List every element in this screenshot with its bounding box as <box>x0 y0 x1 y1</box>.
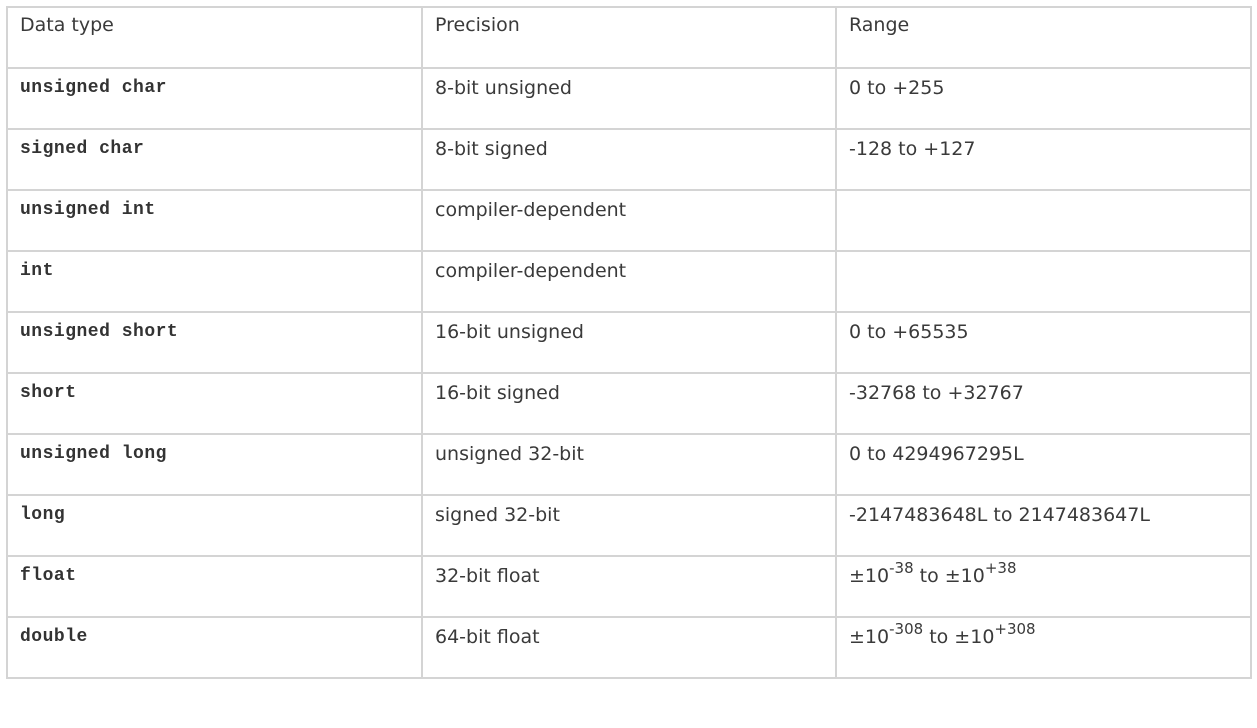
range-base: ±10 <box>849 626 890 648</box>
table-row: unsigned int compiler-dependent <box>6 189 1252 252</box>
cell-data-type: long <box>6 494 423 557</box>
cell-range <box>835 250 1252 313</box>
cell-precision: 16-bit signed <box>421 372 837 435</box>
cell-precision: 64-bit float <box>421 616 837 679</box>
range-separator: to ±10 <box>923 626 995 648</box>
cell-precision: 32-bit float <box>421 555 837 618</box>
table-row: long signed 32-bit -2147483648L to 21474… <box>6 494 1252 557</box>
table-row: unsigned char 8-bit unsigned 0 to +255 <box>6 67 1252 130</box>
cell-range: ±10-308 to ±10+308 <box>835 616 1252 679</box>
cell-data-type: unsigned int <box>6 189 423 252</box>
cell-range: 0 to +255 <box>835 67 1252 130</box>
cell-precision: 8-bit unsigned <box>421 67 837 130</box>
cell-precision: 16-bit unsigned <box>421 311 837 374</box>
table-row: unsigned short 16-bit unsigned 0 to +655… <box>6 311 1252 374</box>
header-precision: Precision <box>421 6 837 69</box>
cell-precision: compiler-dependent <box>421 250 837 313</box>
table-row: float 32-bit float ±10-38 to ±10+38 <box>6 555 1252 618</box>
range-exponent: -38 <box>889 558 914 577</box>
cell-precision: unsigned 32-bit <box>421 433 837 496</box>
cell-range: -32768 to +32767 <box>835 372 1252 435</box>
table-row: signed char 8-bit signed -128 to +127 <box>6 128 1252 191</box>
range-separator: to ±10 <box>913 565 985 587</box>
data-types-table: Data type Precision Range unsigned char … <box>6 6 1252 679</box>
range-exponent: +308 <box>994 619 1036 638</box>
cell-data-type: float <box>6 555 423 618</box>
cell-data-type: double <box>6 616 423 679</box>
table-row: short 16-bit signed -32768 to +32767 <box>6 372 1252 435</box>
range-exponent: -308 <box>889 619 924 638</box>
data-types-table-container: Data type Precision Range unsigned char … <box>6 6 1252 679</box>
table-row: unsigned long unsigned 32-bit 0 to 42949… <box>6 433 1252 496</box>
cell-precision: compiler-dependent <box>421 189 837 252</box>
cell-range: ±10-38 to ±10+38 <box>835 555 1252 618</box>
cell-range: 0 to +65535 <box>835 311 1252 374</box>
cell-range: 0 to 4294967295L <box>835 433 1252 496</box>
cell-range <box>835 189 1252 252</box>
cell-range: -2147483648L to 2147483647L <box>835 494 1252 557</box>
cell-data-type: unsigned char <box>6 67 423 130</box>
cell-data-type: unsigned short <box>6 311 423 374</box>
table-header-row: Data type Precision Range <box>6 6 1252 69</box>
table-row: double 64-bit float ±10-308 to ±10+308 <box>6 616 1252 679</box>
cell-precision: 8-bit signed <box>421 128 837 191</box>
table-row: int compiler-dependent <box>6 250 1252 313</box>
header-data-type: Data type <box>6 6 423 69</box>
range-exponent: +38 <box>984 558 1017 577</box>
cell-data-type: short <box>6 372 423 435</box>
cell-data-type: unsigned long <box>6 433 423 496</box>
cell-data-type: int <box>6 250 423 313</box>
header-range: Range <box>835 6 1252 69</box>
cell-precision: signed 32-bit <box>421 494 837 557</box>
cell-range: -128 to +127 <box>835 128 1252 191</box>
range-base: ±10 <box>849 565 890 587</box>
cell-data-type: signed char <box>6 128 423 191</box>
